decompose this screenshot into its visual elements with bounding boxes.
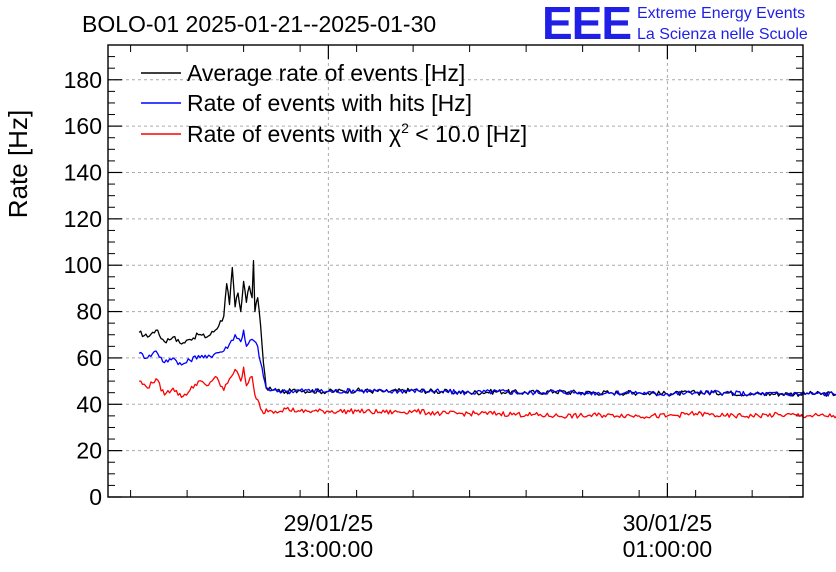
- y-axis-label: Rate [Hz]: [3, 110, 33, 218]
- y-tick-label: 0: [89, 484, 102, 510]
- data-series: [138, 259, 836, 419]
- y-tick-label: 140: [64, 159, 102, 185]
- y-tick-label: 80: [76, 299, 102, 325]
- brand-line-1: Extreme Energy Events: [637, 5, 805, 22]
- x-tick-label-date: 30/01/25: [623, 510, 713, 536]
- legend-entry-chi2: Rate of events with χ2 < 10.0 [Hz]: [187, 120, 527, 147]
- y-tick-label: 160: [64, 113, 102, 139]
- legend: Average rate of events [Hz] Rate of event…: [141, 60, 527, 147]
- y-tick-label: 180: [64, 67, 102, 93]
- series-line-chi2: [139, 366, 836, 419]
- chart-title: BOLO-01 2025-01-21--2025-01-30: [82, 11, 436, 37]
- brand-line-2: La Scienza nelle Scuole: [637, 26, 808, 43]
- legend-entry-hits: Rate of events with hits [Hz]: [187, 90, 472, 116]
- x-axis: 29/01/2513:00:0030/01/2501:00:0030/01/25…: [130, 45, 753, 562]
- x-tick-label-date: 29/01/25: [284, 510, 374, 536]
- y-tick-label: 100: [64, 252, 102, 278]
- y-tick-label: 60: [76, 345, 102, 371]
- x-tick-label-time: 13:00:00: [284, 536, 374, 562]
- series-line-hits: [138, 329, 836, 397]
- eee-logo: EEE: [542, 0, 632, 49]
- legend-entry-average: Average rate of events [Hz]: [187, 60, 465, 86]
- y-tick-label: 120: [64, 206, 102, 232]
- y-axis: 0 20 40 60 80 100 120 140 160 180: [64, 44, 803, 510]
- y-tick-label: 40: [76, 391, 102, 417]
- y-tick-label: 20: [76, 438, 102, 464]
- x-tick-label-time: 01:00:00: [623, 536, 713, 562]
- eee-logo-text: EEE: [542, 0, 631, 49]
- plot-frame: [107, 44, 804, 498]
